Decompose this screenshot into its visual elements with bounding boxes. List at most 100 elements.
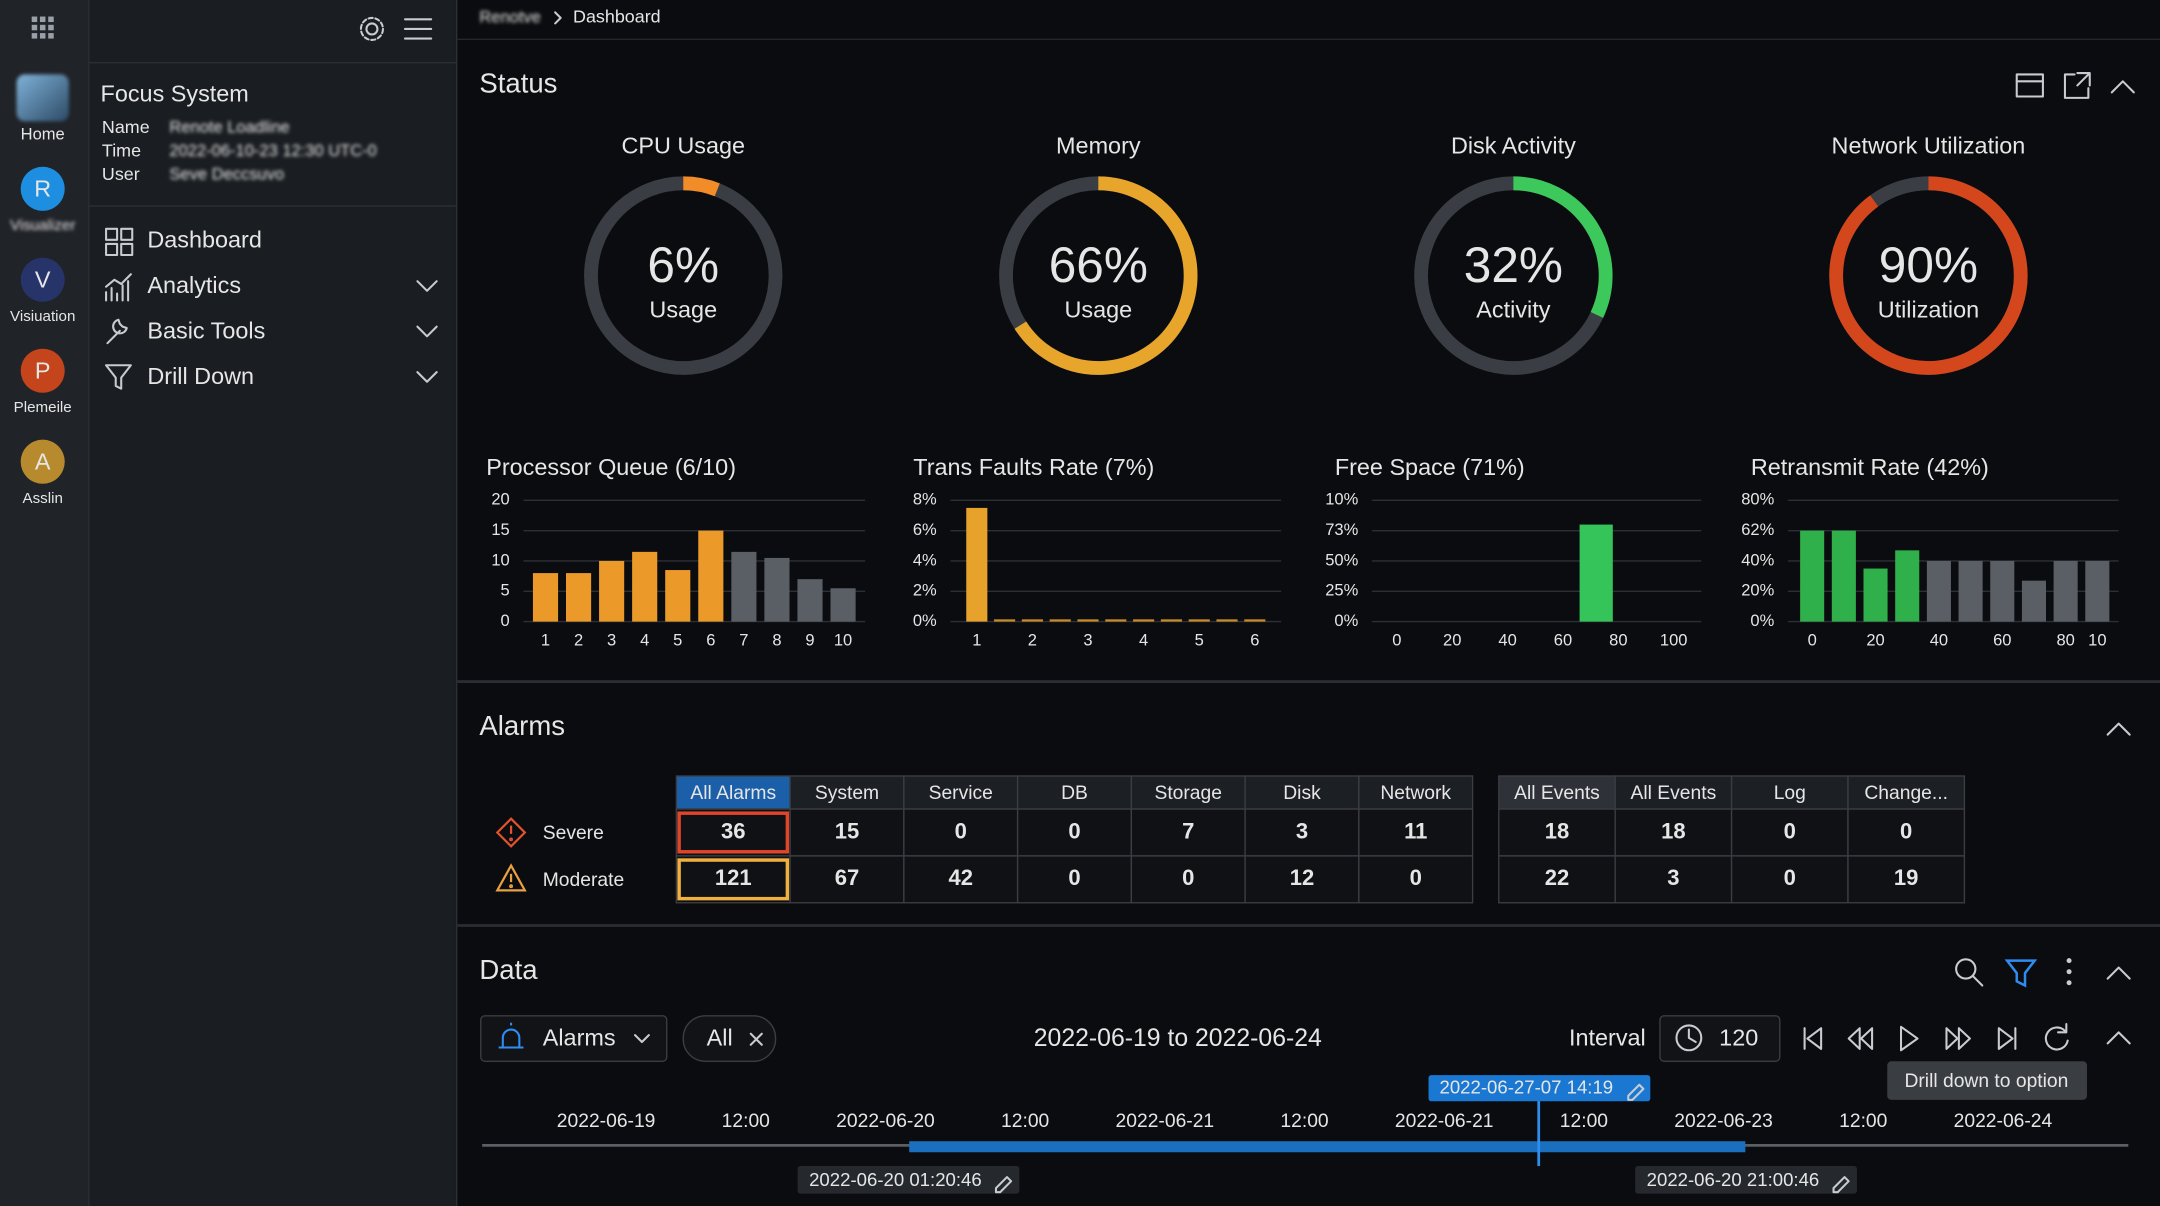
bar [1244,619,1266,622]
bar [2021,580,2046,622]
cell-value: 0 [1410,865,1422,890]
more-icon[interactable] [2066,958,2072,986]
menu-icon [105,364,132,390]
column-header[interactable] [1244,775,1360,810]
timeline-label: 2022-06-21 [1395,1111,1494,1132]
app-letter: V [35,266,51,292]
gauge-sublabel: Usage [649,297,717,323]
cell-highlight [677,858,790,901]
filter-icon[interactable] [2004,959,2038,988]
column-header-text: DB [1061,783,1088,804]
collapse-icon[interactable] [2106,722,2131,736]
menu-icon [105,273,132,302]
column-header[interactable] [1614,775,1733,810]
collapse-icon[interactable] [2106,966,2131,980]
app-avatar[interactable] [20,439,65,484]
y-tick-label: 80% [1741,490,1774,509]
cursor-label-box[interactable] [1428,1075,1651,1102]
x-tick-label: 20 [1443,630,1461,649]
y-tick-label: 0% [1334,611,1358,630]
cell-value: 11 [1404,818,1427,843]
y-tick-label: 50% [1325,550,1358,569]
timeline-label: 12:00 [1280,1111,1328,1132]
rail-label[interactable]: Asslin [23,490,63,507]
bar [1926,560,1951,622]
table-cell [1498,855,1616,904]
menu-chevron[interactable] [416,325,438,338]
range-end-box[interactable] [1635,1166,1857,1194]
bar [1160,619,1182,622]
edit-icon[interactable] [1832,1176,1850,1194]
bar [1216,619,1238,622]
range-start-box[interactable] [797,1166,1020,1194]
menu-icon[interactable] [403,18,433,40]
app-avatar[interactable] [20,257,65,302]
rail-label[interactable]: Visiuation [10,308,75,325]
rail-label[interactable]: Plemeile [14,399,72,416]
collapse-icon[interactable] [2110,80,2135,94]
bar [1049,619,1071,622]
filter-chip[interactable] [682,1015,777,1062]
timeline-label: 2022-06-20 [836,1111,935,1132]
y-tick-label: 73% [1325,520,1358,539]
row-label: Severe [543,823,604,844]
chip-remove[interactable] [749,1032,763,1046]
date-range: 2022-06-19 to 2022-06-24 [1034,1025,1322,1052]
rail-label[interactable]: Visualizer [10,217,75,234]
app-avatar[interactable] [20,166,65,211]
gauge-sublabel: Utilization [1878,297,1979,323]
x-tick-label: 5 [673,630,682,649]
dropdown-value[interactable]: Alarms [543,1024,616,1050]
home-avatar[interactable] [16,74,69,122]
menu-chevron[interactable] [416,280,438,292]
field-value: 2022-06-10-23 12:30 UTC-0 [169,141,376,160]
x-tick-label: 2 [1028,630,1037,649]
field-label: User [102,164,140,184]
x-tick-label: 10 [2088,630,2106,649]
column-header[interactable] [1847,775,1966,810]
apps-grid-icon[interactable] [31,16,54,39]
menu-item[interactable]: Dashboard [147,226,261,252]
window-icon[interactable] [2015,73,2044,98]
x-tick-label: 3 [607,630,616,649]
x-tick-label: 5 [1195,630,1204,649]
x-tick-label: 80 [2056,630,2074,649]
bar [2053,560,2078,622]
breadcrumb-separator [554,11,562,25]
bar [632,551,658,622]
breadcrumb-item[interactable]: Renotve [479,7,540,26]
menu-item[interactable]: Analytics [147,272,241,298]
timeline-label: 2022-06-23 [1674,1111,1773,1132]
player-controls[interactable] [1803,1023,2131,1052]
bar [1800,530,1825,622]
search-icon[interactable] [1955,958,1984,987]
x-tick-label: 8 [772,630,781,649]
x-tick-label: 0 [1808,630,1817,649]
timeline-label: 2022-06-21 [1116,1111,1215,1132]
interval-value[interactable]: 120 [1719,1024,1758,1050]
rail-label[interactable]: Home [21,124,65,143]
column-header-text: Log [1774,783,1806,804]
settings-icon[interactable] [359,16,384,42]
clock-icon [1675,1024,1703,1052]
popout-icon[interactable] [2063,72,2091,99]
gauge-arc [683,176,720,197]
menu-chevron[interactable] [416,371,438,383]
edit-icon[interactable] [1627,1083,1645,1101]
y-tick-label: 8% [913,490,937,509]
timeline-selection[interactable] [909,1141,1746,1153]
column-header-text: Storage [1154,783,1222,804]
menu-item[interactable]: Basic Tools [147,317,265,343]
cursor-label: 2022-06-27-07 14:19 [1440,1077,1614,1098]
edit-icon[interactable] [994,1176,1013,1194]
menu-item[interactable]: Drill Down [147,363,254,389]
gauge-arc [1513,176,1613,318]
app-avatar[interactable] [20,348,65,393]
gauge-value: 6% [647,237,719,293]
bar [797,579,823,622]
cell-value: 18 [1661,818,1686,843]
filter-dropdown[interactable] [480,1015,668,1062]
column-header[interactable] [1358,775,1474,810]
dropdown-chevron[interactable] [634,1034,650,1044]
